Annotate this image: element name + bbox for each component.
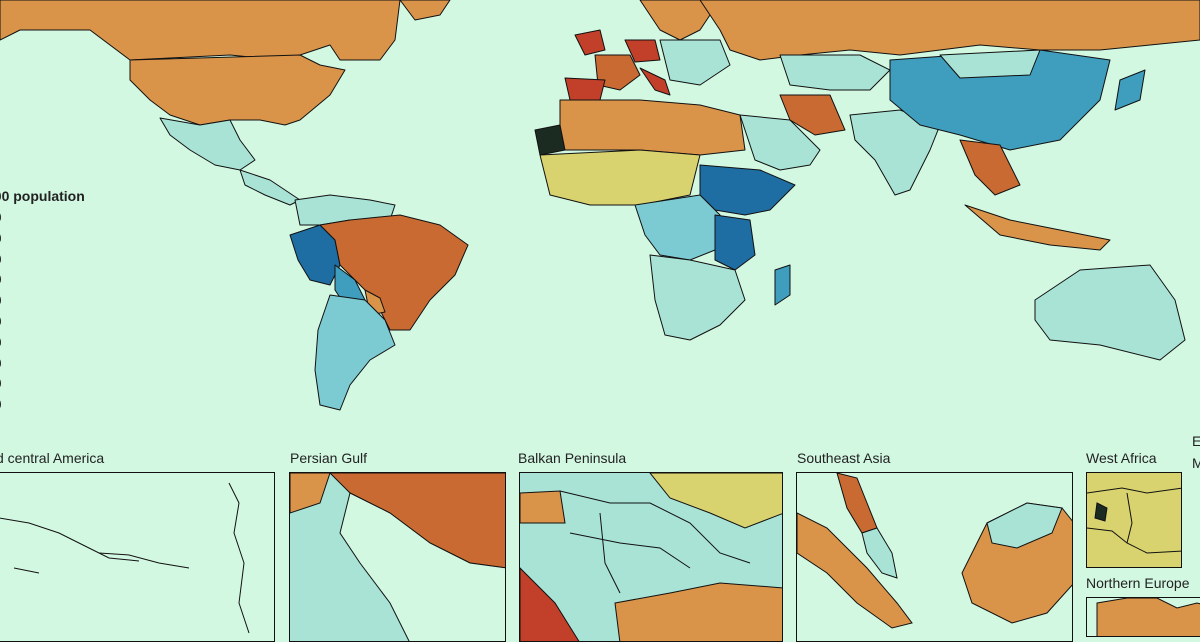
inset-label-west-africa: West Africa [1086, 450, 1157, 466]
region-italy [639, 67, 671, 96]
legend-entry: 00 [0, 394, 85, 415]
world-map [0, 0, 1200, 411]
region-southeast-asia [959, 139, 1021, 196]
region-japan [1114, 69, 1146, 111]
legend-entry: 50 [0, 290, 85, 311]
legend: 000 population 50 00 50 00 50 00 50 00 5… [0, 188, 85, 415]
legend-entry: 50 [0, 249, 85, 270]
region-madagascar [774, 264, 791, 306]
legend-entry: 00 [0, 311, 85, 332]
inset-map-balkan [519, 472, 783, 642]
legend-entry: 50 [0, 373, 85, 394]
region-horn-africa [699, 164, 796, 216]
region-sahel [539, 149, 701, 206]
inset-label-edge: E M [1192, 433, 1200, 471]
region-russia [699, 0, 1200, 61]
region-indonesia [964, 204, 1111, 251]
region-uk [574, 29, 606, 56]
region-iberia [564, 77, 606, 101]
region-east-africa [714, 214, 756, 271]
inset-label-central-america: d central America [0, 450, 105, 466]
inset-map-persian-gulf [289, 472, 506, 642]
legend-entry: 00 [0, 269, 85, 290]
region-argentina-chile [314, 294, 396, 411]
region-greenland [399, 0, 451, 21]
region-brazil [319, 214, 469, 331]
region-central-africa [634, 194, 721, 261]
region-mexico [159, 117, 256, 171]
region-eastern-europe [659, 39, 731, 86]
region-iran [779, 94, 846, 136]
region-usa [129, 54, 346, 126]
legend-entry: 50 [0, 207, 85, 228]
region-southern-africa [649, 254, 746, 341]
inset-label-southeast-asia: Southeast Asia [797, 450, 891, 466]
region-australia [1034, 264, 1186, 361]
legend-entry: 00 [0, 353, 85, 374]
region-scandinavia [639, 0, 721, 41]
region-canada [0, 0, 401, 61]
legend-title: 000 population [0, 188, 85, 204]
inset-map-central-america [0, 472, 275, 642]
inset-map-west-africa [1086, 472, 1182, 568]
region-north-africa [559, 99, 746, 156]
inset-label-balkan: Balkan Peninsula [518, 450, 627, 466]
region-central-asia [779, 54, 891, 91]
inset-label-northern-europe: Northern Europe [1086, 575, 1190, 591]
region-central-america [239, 169, 301, 206]
legend-entry: 00 [0, 228, 85, 249]
region-mongolia [939, 49, 1041, 79]
inset-map-southeast-asia [796, 472, 1073, 642]
region-germany [624, 39, 661, 63]
inset-label-persian-gulf: Persian Gulf [290, 450, 368, 466]
legend-entry: 50 [0, 332, 85, 353]
inset-map-northern-europe [1086, 597, 1200, 637]
